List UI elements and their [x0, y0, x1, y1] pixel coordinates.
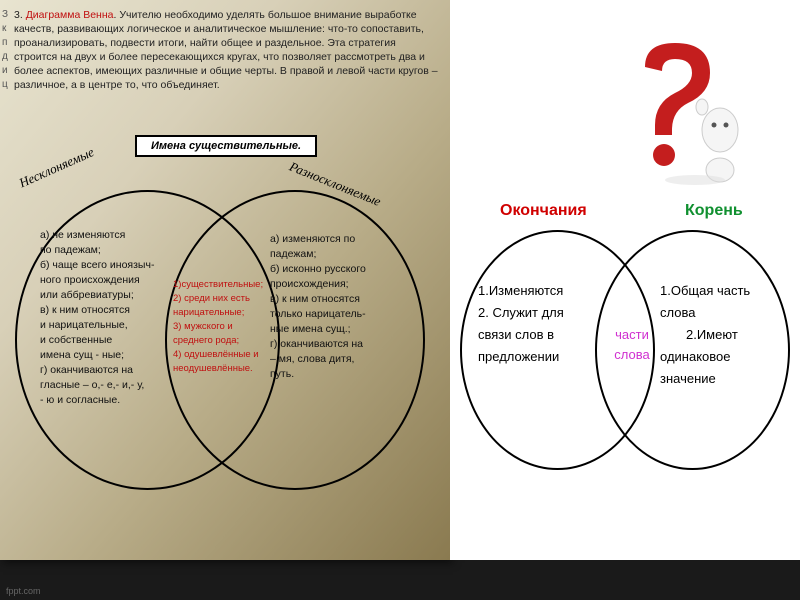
venn-right-text: а) изменяются по падежам; б) исконно рус…: [270, 232, 405, 382]
label-okonchaniya: Окончания: [500, 202, 587, 220]
venn-left: Несклоняемые Разносклоняемые а) не измен…: [10, 160, 430, 540]
venn-right: Окончания Корень 1.Изменяются 2. Служит …: [460, 200, 790, 500]
venn-left-text: а) не изменяются по падежам; б) чаще все…: [40, 228, 165, 408]
rt3: одинаковое значение: [660, 346, 785, 390]
rt1: 1.Общая часть слова: [660, 280, 785, 324]
question-mark-figure: [620, 35, 750, 185]
rt2: 2.Имеют: [660, 324, 785, 346]
intro-title: Диаграмма Венна: [26, 9, 114, 21]
noun-title-box: Имена существительные.: [135, 135, 317, 157]
venn-center-text: 1)существительные; 2) среди них есть нар…: [173, 278, 261, 376]
rvenn-left-text: 1.Изменяются 2. Служит для связи слов в …: [478, 280, 598, 368]
left-panel: З к п д и ц 3. Диаграмма Венна. Учителю …: [0, 0, 450, 560]
label-nesklonyaemye: Несклоняемые: [17, 144, 97, 191]
watermark: fppt.com: [6, 586, 41, 596]
rvenn-right-text: 1.Общая часть слова 2.Имеют одинаковое з…: [660, 280, 785, 390]
intro-num: 3.: [14, 9, 26, 21]
rvenn-center-text: части слова: [608, 325, 656, 365]
right-panel: Окончания Корень 1.Изменяются 2. Служит …: [450, 0, 800, 560]
intro-body: . Учителю необходимо уделять большое вни…: [14, 9, 438, 91]
intro-text: 3. Диаграмма Венна. Учителю необходимо у…: [14, 8, 440, 92]
sidebar-letters: З к п д и ц: [2, 8, 8, 92]
label-koren: Корень: [685, 202, 743, 220]
